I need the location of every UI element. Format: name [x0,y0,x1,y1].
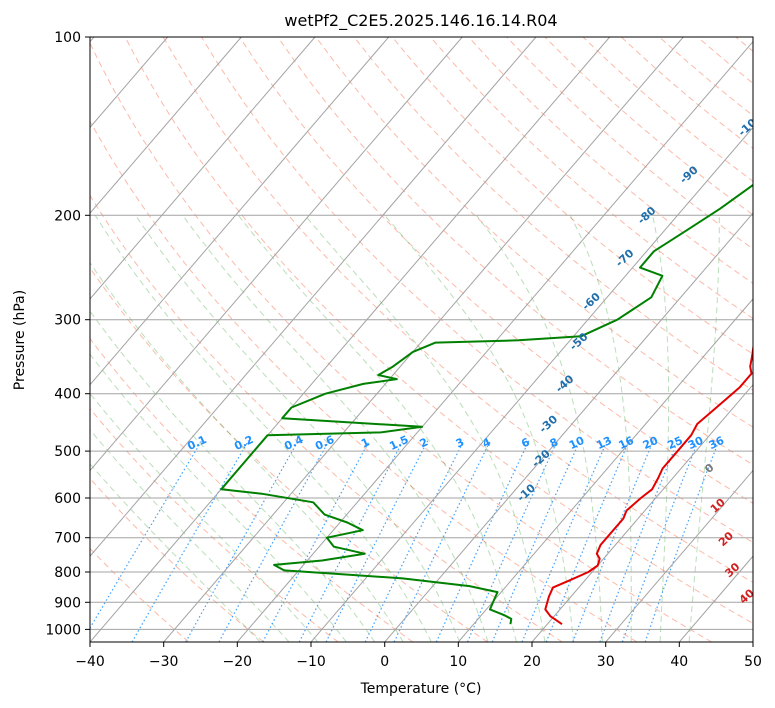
mixing-ratio-label: 25 [665,434,684,452]
y-tick-label: 600 [54,491,81,507]
mixing-ratio-label: 13 [594,434,613,452]
y-tick-label: 900 [54,595,81,611]
dry-adiabat-line [124,37,753,624]
x-tick-label: 0 [380,654,389,670]
isotherm-line [90,37,316,300]
x-tick-label: 40 [670,654,688,670]
x-tick-label: 10 [449,654,467,670]
mixing-ratio-label: 16 [617,434,637,452]
x-tick-label: 20 [523,654,541,670]
isotherm-line [605,469,753,642]
dry-adiabat-line [90,42,712,642]
mixing-ratio-line [185,440,299,642]
dry-adiabat-line [90,267,488,642]
moist-adiabat-line [90,310,376,642]
dry-adiabat-line [162,37,753,584]
mixing-ratio-line [218,440,330,642]
dry-adiabat-line [90,407,339,642]
moist-adiabat-line [90,392,319,642]
mixing-ratio-line [435,440,530,642]
plot-frame [89,36,754,643]
dry-adiabat-line [430,37,753,320]
moist-adiabats [90,214,720,642]
isotherm-line [90,37,242,214]
dry-adiabat-line [90,194,563,642]
moist-adiabat-line [90,428,290,642]
dry-adiabat-line [90,120,638,642]
mixing-ratio-line [491,440,581,642]
isotherm-line [236,40,753,642]
sounding-series-line [220,183,753,625]
isotherm-line [90,37,390,386]
plot-area: 0.1 0.2 0.4 0.6 1 1.5 2 3 4 6 8 10 13 16 20 25 30 36-100-… [90,37,753,642]
y-axis-label: Pressure (hPa) [12,290,28,390]
moist-adiabat-line [90,463,261,642]
mixing-ratio-line [466,440,558,642]
isotherm-line [310,126,753,642]
x-tick-label: −30 [149,654,179,670]
isotherm-grid [90,37,753,642]
moist-adiabat-line [90,261,404,642]
sounding-series-line [544,342,753,626]
y-tick-label: 300 [54,313,81,329]
x-tick-label: −40 [75,654,105,670]
x-axis-label: Temperature (°C) [360,681,482,697]
x-tick-label: −20 [223,654,253,670]
isotherm-line [531,383,753,642]
dry-adiabat-line [90,547,190,642]
isotherm-line [384,212,753,642]
moist-adiabat-line [135,215,461,642]
y-tick-label: 100 [54,30,81,46]
mixing-ratio-line [521,440,608,642]
moist-adiabat-line [238,214,517,642]
mixing-ratio-label: 36 [707,434,727,452]
chart-title: wetPf2_C2E5.2025.146.16.14.R04 [284,11,557,31]
dry-adiabat-line [277,37,753,466]
x-tick-label: −10 [296,654,326,670]
x-tick-label: 50 [744,654,762,670]
mixing-ratio-line [621,440,699,642]
dry-adiabat-line [239,37,753,504]
moist-adiabat-line [476,214,603,642]
mixing-ratio-label: 10 [567,434,587,452]
sounding-profiles [220,183,753,626]
mixing-ratio-label: 30 [686,434,706,452]
mixing-ratio-line [131,440,250,642]
y-tick-label: 400 [54,387,81,403]
dry-adiabat-line [353,37,753,391]
y-tick-label: 700 [54,531,81,547]
mixing-ratio-line [364,440,465,642]
y-tick-label: 500 [54,444,81,460]
mixing-ratio-line [644,440,720,642]
isotherm-line [163,37,684,642]
y-tick-label: 800 [54,565,81,581]
dry-adiabat-line [90,477,264,642]
y-tick-label: 200 [54,208,81,224]
dry-adiabat-line [315,37,753,428]
dry-adiabat-line [201,37,753,543]
moist-adiabat-line [652,215,670,642]
mixing-ratio-line [90,440,203,630]
mixing-ratio-label: 20 [641,434,661,452]
moist-adiabat-line [688,215,720,642]
isotherm-line [457,298,753,642]
y-tick-label: 1000 [45,622,81,638]
moist-adiabat-line [384,214,575,642]
isotherm-line [90,37,537,557]
mixing-ratio-line [325,440,429,642]
dry-adiabat-line [391,37,753,355]
isotherm-line [90,37,463,472]
isotherm-line [90,37,611,642]
x-tick-label: 30 [597,654,615,670]
axis-ticks: −40 −30 −20 −10 0 10 20 30 40 50 100 200 300 400 500 60… [45,30,762,670]
mixing-ratio-lines [90,440,720,642]
